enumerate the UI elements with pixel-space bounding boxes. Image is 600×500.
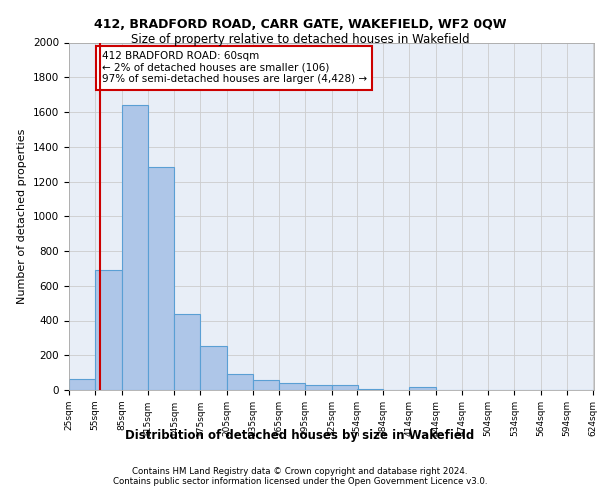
Bar bbox=[357, 389, 383, 390]
Bar bbox=[279, 383, 305, 390]
Text: Size of property relative to detached houses in Wakefield: Size of property relative to detached ho… bbox=[131, 32, 469, 46]
Text: Distribution of detached houses by size in Wakefield: Distribution of detached houses by size … bbox=[125, 430, 475, 442]
Bar bbox=[69, 378, 95, 390]
Bar bbox=[95, 270, 121, 390]
Text: Contains HM Land Registry data © Crown copyright and database right 2024.: Contains HM Land Registry data © Crown c… bbox=[132, 467, 468, 476]
Text: Contains public sector information licensed under the Open Government Licence v3: Contains public sector information licen… bbox=[113, 477, 487, 486]
Bar bbox=[253, 380, 279, 390]
Text: 412, BRADFORD ROAD, CARR GATE, WAKEFIELD, WF2 0QW: 412, BRADFORD ROAD, CARR GATE, WAKEFIELD… bbox=[94, 18, 506, 30]
Bar bbox=[332, 386, 358, 390]
Bar bbox=[122, 105, 148, 390]
Text: 412 BRADFORD ROAD: 60sqm
← 2% of detached houses are smaller (106)
97% of semi-d: 412 BRADFORD ROAD: 60sqm ← 2% of detache… bbox=[101, 51, 367, 84]
Bar bbox=[148, 166, 174, 390]
Bar bbox=[227, 374, 253, 390]
Y-axis label: Number of detached properties: Number of detached properties bbox=[17, 128, 28, 304]
Bar bbox=[200, 346, 227, 390]
Bar bbox=[305, 385, 332, 390]
Bar bbox=[174, 314, 200, 390]
Bar bbox=[409, 387, 436, 390]
